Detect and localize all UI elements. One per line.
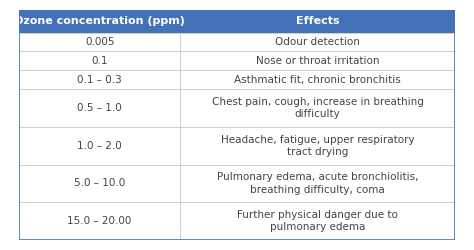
Bar bbox=[19, 32, 455, 52]
Text: Effects: Effects bbox=[296, 16, 339, 26]
Bar bbox=[19, 10, 455, 32]
Text: Headache, fatigue, upper respiratory
tract drying: Headache, fatigue, upper respiratory tra… bbox=[221, 134, 414, 157]
Bar bbox=[19, 70, 455, 89]
Text: 0.1 – 0.3: 0.1 – 0.3 bbox=[77, 75, 122, 85]
Text: 5.0 – 10.0: 5.0 – 10.0 bbox=[74, 178, 125, 188]
Bar bbox=[19, 127, 455, 164]
Text: Further physical danger due to
pulmonary edema: Further physical danger due to pulmonary… bbox=[237, 210, 398, 232]
Text: Odour detection: Odour detection bbox=[275, 37, 360, 47]
Text: Pulmonary edema, acute bronchiolitis,
breathing difficulty, coma: Pulmonary edema, acute bronchiolitis, br… bbox=[217, 172, 419, 195]
Text: 0.5 – 1.0: 0.5 – 1.0 bbox=[77, 103, 122, 113]
Text: Nose or throat irritation: Nose or throat irritation bbox=[256, 56, 379, 66]
Bar bbox=[19, 164, 455, 202]
Text: Ozone concentration (ppm): Ozone concentration (ppm) bbox=[14, 16, 185, 26]
Text: 1.0 – 2.0: 1.0 – 2.0 bbox=[77, 141, 122, 151]
Bar bbox=[19, 89, 455, 127]
Text: 0.005: 0.005 bbox=[85, 37, 114, 47]
Bar bbox=[19, 52, 455, 70]
Text: Asthmatic fit, chronic bronchitis: Asthmatic fit, chronic bronchitis bbox=[234, 75, 401, 85]
Text: Chest pain, cough, increase in breathing
difficulty: Chest pain, cough, increase in breathing… bbox=[212, 97, 424, 119]
Text: 0.1: 0.1 bbox=[91, 56, 108, 66]
Text: 15.0 – 20.00: 15.0 – 20.00 bbox=[67, 216, 132, 226]
Bar bbox=[19, 202, 455, 240]
